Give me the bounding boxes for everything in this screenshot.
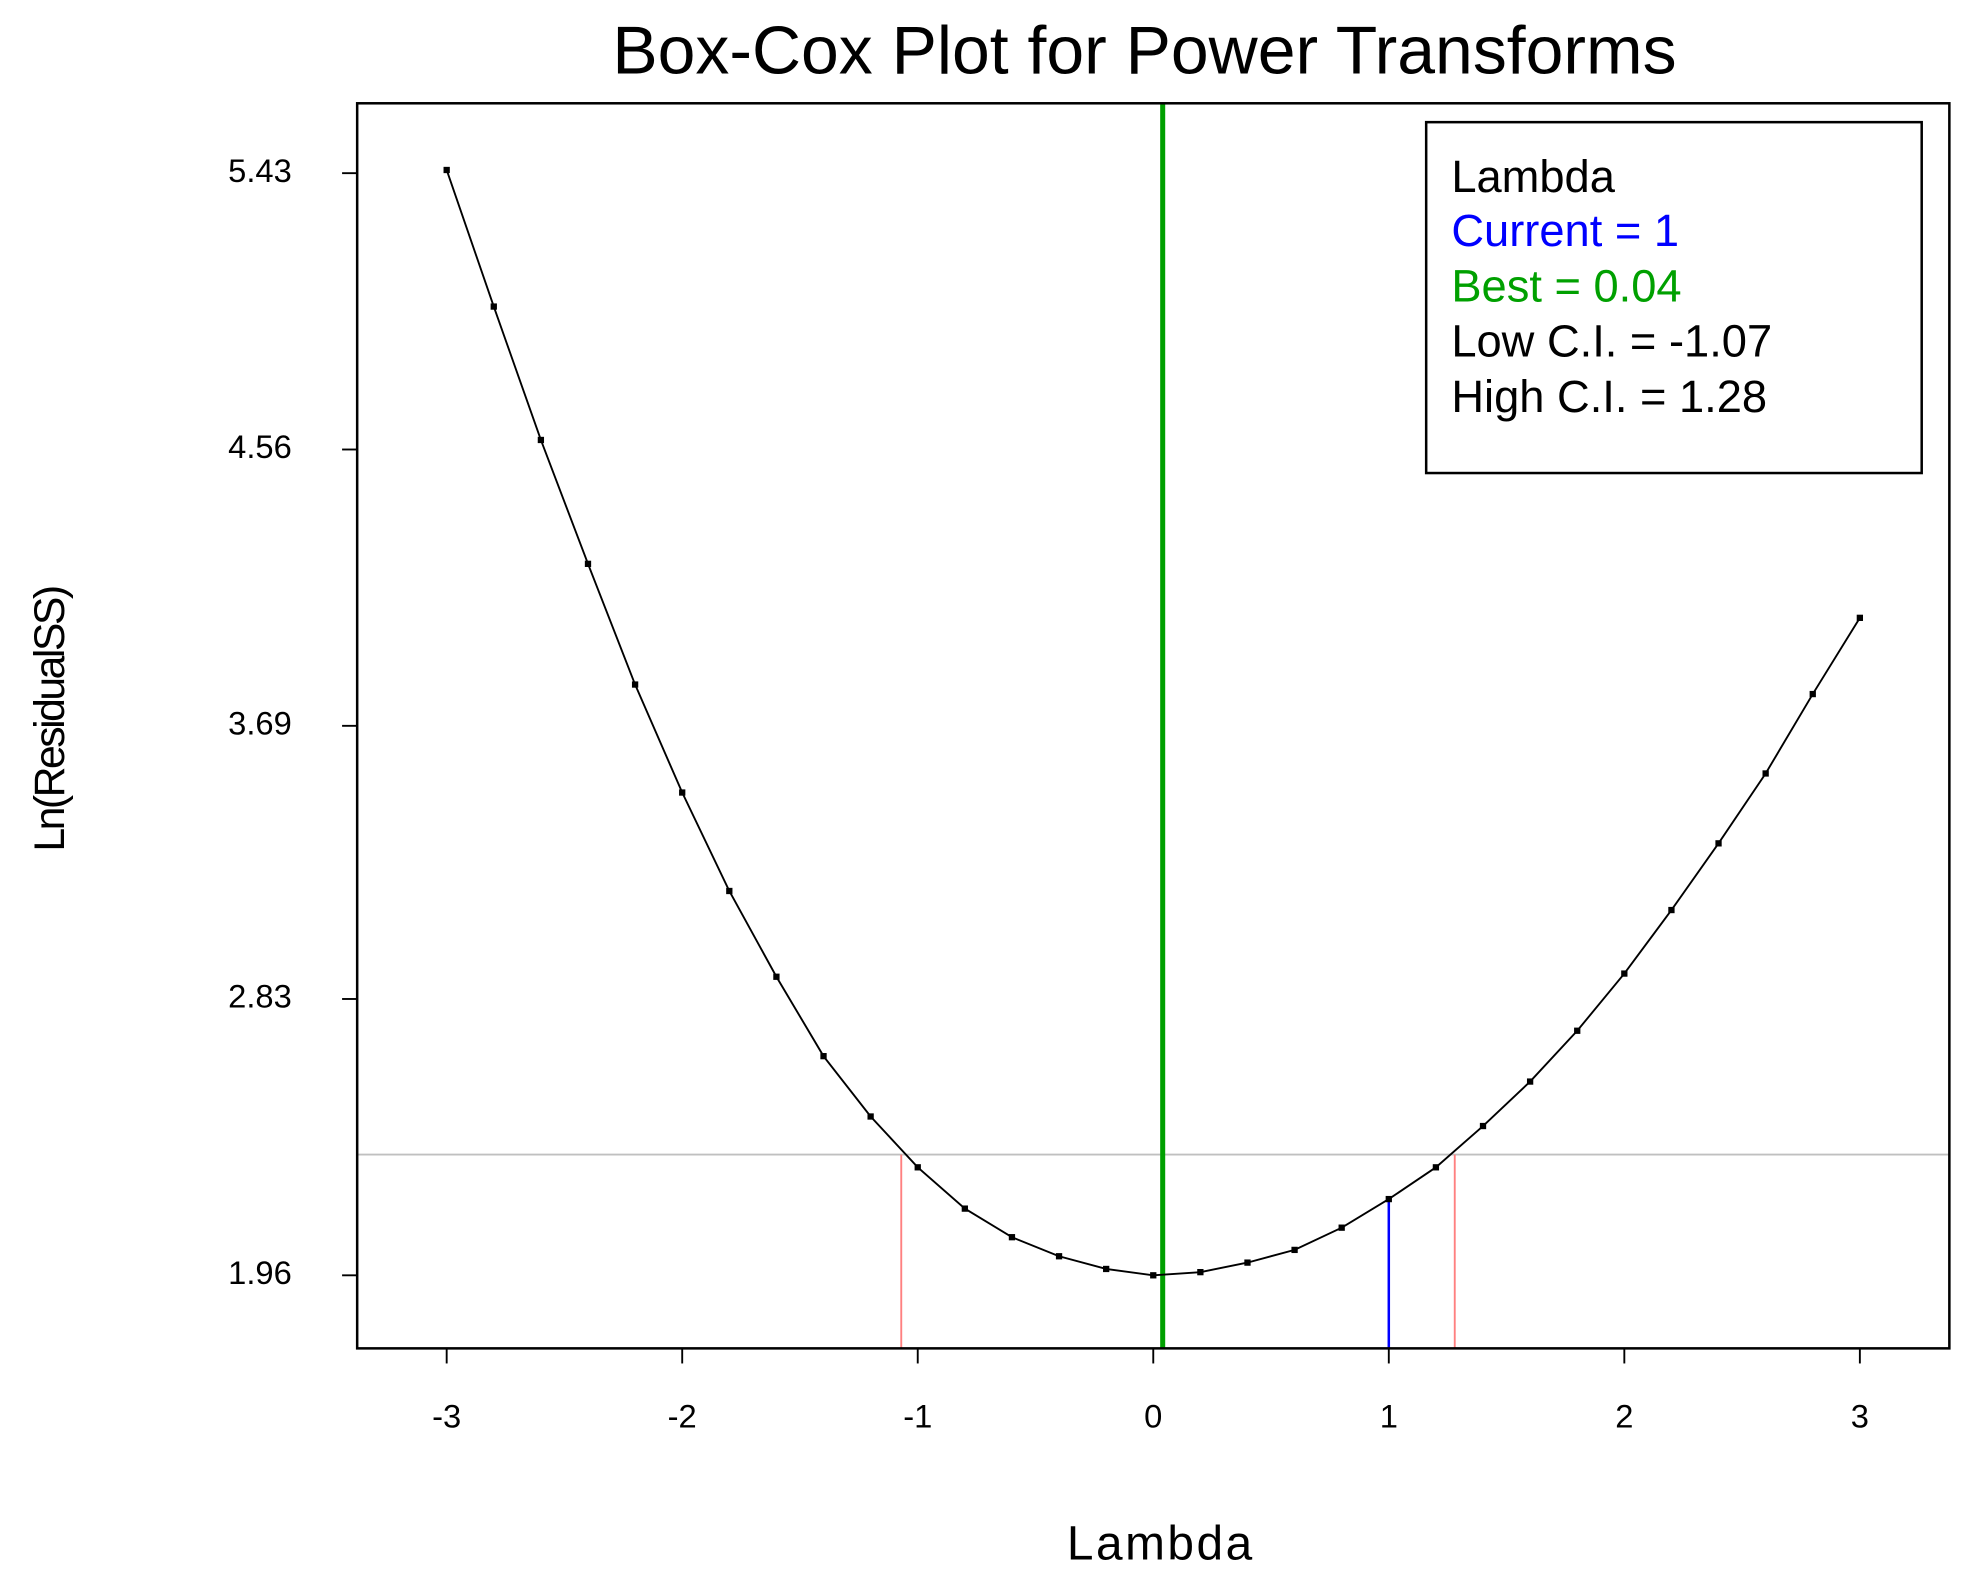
y-tick-label: 5.43	[228, 152, 292, 189]
data-point	[867, 1113, 874, 1120]
data-point	[1715, 840, 1722, 847]
data-point	[584, 560, 592, 567]
chart-title: Box-Cox Plot for Power Transforms	[612, 13, 1676, 88]
x-tick-label: 0	[1144, 1397, 1162, 1434]
data-point	[1856, 614, 1864, 621]
data-point	[1574, 1027, 1581, 1034]
data-point	[961, 1205, 968, 1212]
y-tick-label: 1.96	[228, 1254, 292, 1291]
x-axis-label: Lambda	[1067, 1518, 1255, 1571]
data-point	[1385, 1195, 1392, 1203]
data-point	[490, 303, 497, 310]
data-point	[773, 973, 780, 980]
data-point	[1055, 1253, 1063, 1260]
y-tick-label: 2.83	[228, 978, 292, 1015]
data-point	[1621, 970, 1628, 977]
data-point	[1244, 1259, 1251, 1266]
data-point	[820, 1053, 827, 1060]
data-point	[1150, 1272, 1157, 1279]
y-axis-label: Ln(ResidualSS)	[26, 587, 74, 851]
data-point	[631, 681, 639, 688]
x-tick-label: 2	[1615, 1397, 1633, 1434]
data-point	[1008, 1234, 1016, 1241]
data-point	[1338, 1224, 1345, 1231]
legend-entry: Best = 0.04	[1451, 260, 1681, 311]
legend-entry: Low C.I. = -1.07	[1451, 316, 1772, 367]
data-point	[443, 166, 450, 174]
legend-entry: Current = 1	[1451, 205, 1679, 256]
x-tick-label: 3	[1851, 1397, 1869, 1434]
data-point	[537, 436, 545, 444]
legend-title: Lambda	[1451, 151, 1615, 202]
data-point	[914, 1164, 921, 1171]
data-point	[1668, 906, 1675, 914]
x-tick-label: -2	[668, 1397, 697, 1434]
x-tick-label: -1	[903, 1397, 932, 1434]
data-point	[1762, 770, 1769, 777]
data-point	[1809, 690, 1816, 698]
data-point	[726, 887, 733, 895]
legend-entry: High C.I. = 1.28	[1451, 371, 1767, 422]
data-point	[1479, 1122, 1487, 1130]
x-tick-label: 1	[1380, 1397, 1398, 1434]
legend-box	[1424, 120, 1923, 475]
data-point	[1291, 1246, 1298, 1254]
x-tick-label: -3	[432, 1397, 461, 1434]
plot-frame	[355, 102, 1951, 1350]
y-tick-label: 3.69	[228, 704, 292, 741]
data-point	[1103, 1265, 1110, 1273]
y-tick-label: 4.56	[228, 428, 292, 465]
data-point	[1432, 1164, 1440, 1171]
data-point	[679, 789, 686, 796]
data-point	[1197, 1268, 1204, 1276]
data-point	[1526, 1078, 1534, 1085]
